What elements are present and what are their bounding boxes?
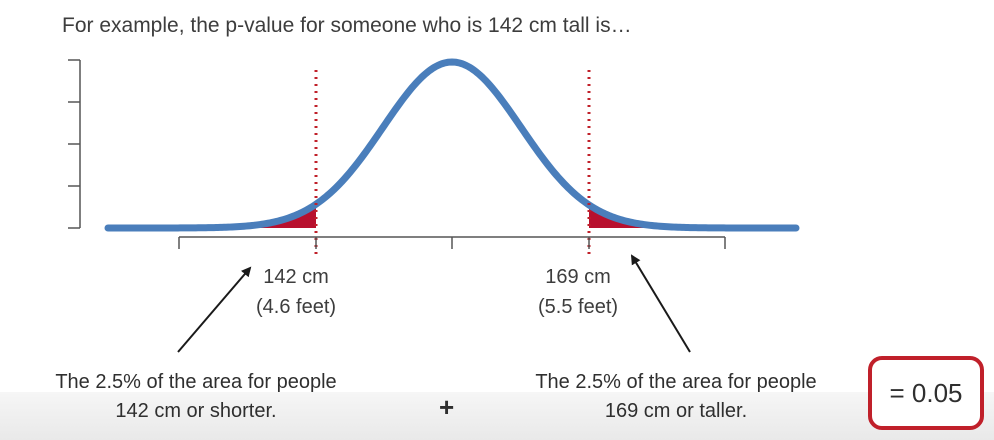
- right-cutoff-feet: (5.5 feet): [538, 296, 619, 318]
- left-area-line2: 142 cm or shorter.: [115, 400, 277, 422]
- right-tail-area: [589, 204, 661, 228]
- right-arrow: [630, 254, 691, 353]
- plus-operator: +: [439, 392, 455, 422]
- bottom-band: [0, 392, 994, 440]
- left-cutoff-value: 142 cm: [263, 266, 329, 288]
- normal-curve: [104, 58, 800, 232]
- x-axis: [178, 236, 726, 249]
- y-axis: [68, 59, 81, 229]
- result-box: = 0.05: [868, 356, 984, 430]
- left-cutoff-label: 142 cm (4.6 feet): [256, 262, 336, 322]
- left-area-description: The 2.5% of the area for people 142 cm o…: [10, 368, 382, 426]
- left-cutoff-feet: (4.6 feet): [256, 296, 337, 318]
- slide-title: For example, the p-value for someone who…: [62, 14, 632, 37]
- left-tail-area: [244, 204, 316, 228]
- right-cutoff-label: 169 cm (5.5 feet): [538, 262, 618, 322]
- result-value: = 0.05: [889, 377, 963, 408]
- right-area-line1: The 2.5% of the area for people: [535, 371, 817, 393]
- right-area-line2: 169 cm or taller.: [604, 400, 748, 422]
- right-cutoff-value: 169 cm: [545, 266, 611, 288]
- left-area-line1: The 2.5% of the area for people: [55, 371, 337, 393]
- right-area-description: The 2.5% of the area for people 169 cm o…: [490, 368, 862, 426]
- left-arrow: [177, 266, 252, 353]
